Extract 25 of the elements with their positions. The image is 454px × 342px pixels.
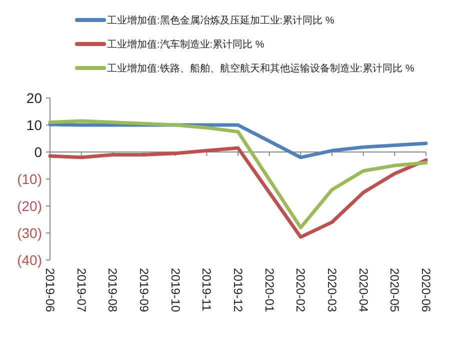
x-tick-label: 2019-09 xyxy=(137,268,151,312)
legend-label: 工业增加值:汽车制造业:累计同比 % xyxy=(107,38,264,50)
y-tick-label: (30) xyxy=(17,224,42,241)
x-tick-label: 2019-12 xyxy=(231,268,245,312)
y-tick-label: 0 xyxy=(34,144,42,160)
y-tick-label: (20) xyxy=(17,198,42,214)
line-series xyxy=(48,146,428,239)
y-tick-label: 20 xyxy=(26,90,42,106)
x-tick-label: 2020-03 xyxy=(325,268,339,312)
x-tick-label: 2020-05 xyxy=(388,268,402,312)
line-series xyxy=(48,119,428,230)
y-tick-label: (40) xyxy=(17,252,42,268)
x-tick-label: 2019-10 xyxy=(168,268,182,312)
x-tick-label: 2019-06 xyxy=(43,268,57,312)
y-tick-label: (10) xyxy=(17,170,42,187)
legend-label: 工业增加值:铁路、船舶、航空航天和其他运输设备制造业:累计同比 % xyxy=(107,62,414,74)
x-tick-label: 2019-11 xyxy=(200,268,214,312)
y-tick-label: 10 xyxy=(26,116,42,133)
x-tick-label: 2019-07 xyxy=(74,268,88,312)
x-tick-label: 2020-01 xyxy=(262,268,276,312)
x-tick-label: 2020-02 xyxy=(294,268,308,312)
x-tick-label: 2020-06 xyxy=(419,268,433,312)
legend-label: 工业增加值:黑色金属冶炼及压延加工业:累计同比 % xyxy=(107,14,334,26)
x-tick-label: 2020-04 xyxy=(356,268,370,312)
x-tick-label: 2019-08 xyxy=(106,268,120,312)
